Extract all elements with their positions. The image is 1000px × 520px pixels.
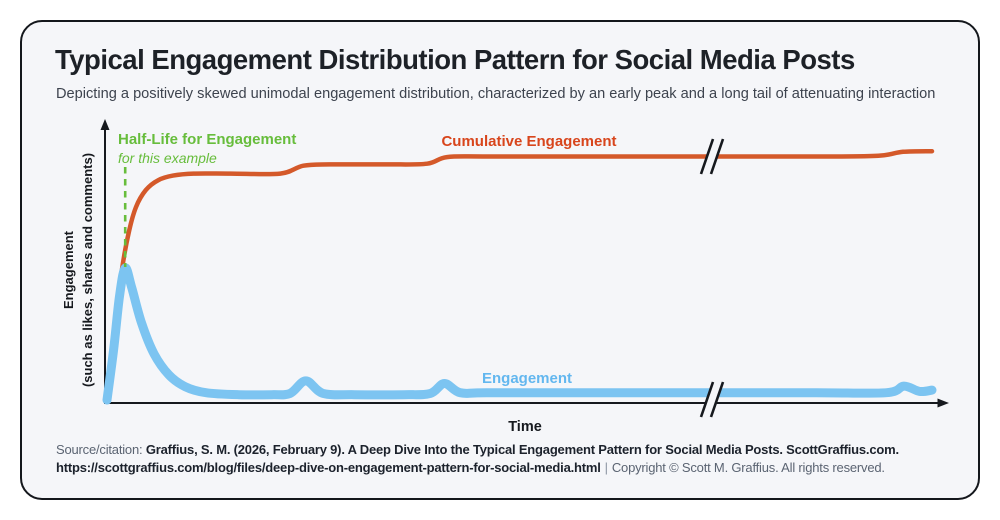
source-prefix: Source/citation:: [56, 442, 146, 457]
engagement-curve: [102, 263, 937, 405]
cumulative-engagement-curve: [104, 148, 935, 403]
x-axis-arrow-icon: [937, 398, 949, 408]
half-life-sublabel: for this example: [118, 150, 217, 166]
separator: |: [604, 459, 608, 475]
y-axis-label: Engagement: [61, 230, 76, 309]
citation-line-1: Source/citation: Graffius, S. M. (2026, …: [56, 441, 961, 459]
engagement-chart: Engagement (such as likes, shares and co…: [61, 119, 949, 435]
page-title: Typical Engagement Distribution Pattern …: [55, 44, 855, 75]
citation-url: https://scottgraffius.com/blog/files/dee…: [56, 459, 601, 475]
copyright-text: Copyright © Scott M. Graffius. All right…: [611, 459, 885, 475]
x-axis-label: Time: [508, 419, 542, 435]
half-life-label: Half-Life for Engagement: [118, 131, 296, 148]
citation-line-2: https://scottgraffius.com/blog/files/dee…: [56, 459, 961, 477]
engagement-label: Engagement: [482, 370, 572, 387]
page-subtitle: Depicting a positively skewed unimodal e…: [56, 86, 936, 102]
source-citation: Source/citation: Graffius, S. M. (2026, …: [56, 441, 961, 476]
citation-text: Graffius, S. M. (2026, February 9). A De…: [145, 442, 899, 457]
engagement-axis-break-icon: [699, 380, 725, 419]
cumulative-engagement-label: Cumulative Engagement: [441, 133, 616, 150]
chart-card: Typical Engagement Distribution Pattern …: [20, 20, 980, 500]
y-axis-arrow-icon: [100, 119, 110, 130]
y-axis-sublabel: (such as likes, shares and comments): [80, 153, 95, 387]
cumulative-axis-break-icon: [699, 137, 725, 176]
